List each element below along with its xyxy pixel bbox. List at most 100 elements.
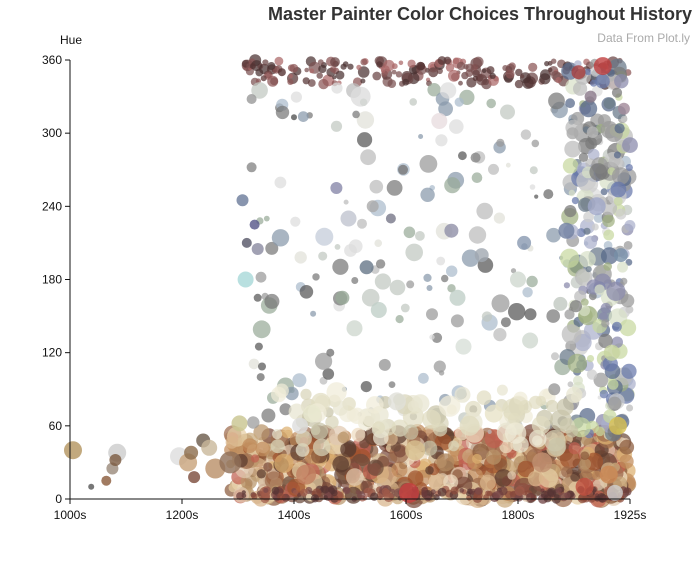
data-point xyxy=(539,73,551,85)
data-point xyxy=(260,75,267,82)
data-point xyxy=(529,184,536,190)
data-point xyxy=(312,273,320,281)
data-point xyxy=(330,120,343,132)
data-point xyxy=(598,333,613,349)
data-point xyxy=(219,451,242,474)
data-point xyxy=(418,372,429,384)
data-point xyxy=(556,398,574,416)
y-tick-label: 360 xyxy=(42,53,62,67)
data-point xyxy=(279,403,292,416)
data-point xyxy=(500,317,511,328)
data-point xyxy=(287,78,294,85)
data-point xyxy=(482,78,490,86)
data-point xyxy=(386,180,403,196)
data-point xyxy=(456,61,466,71)
data-point xyxy=(415,231,425,241)
x-tick-label: 1000s xyxy=(54,508,87,522)
data-point xyxy=(587,148,600,161)
data-point xyxy=(331,82,343,94)
data-point xyxy=(437,56,447,65)
data-point xyxy=(236,492,244,500)
data-point xyxy=(423,273,432,282)
data-point xyxy=(315,227,334,246)
data-point xyxy=(403,424,419,440)
data-point xyxy=(484,404,503,423)
data-point xyxy=(454,386,471,403)
data-point xyxy=(448,69,460,82)
data-point xyxy=(474,248,489,263)
data-point xyxy=(608,416,627,435)
data-point xyxy=(472,75,478,81)
data-point xyxy=(571,197,580,205)
data-point xyxy=(407,400,419,412)
data-point xyxy=(505,162,511,168)
data-point xyxy=(540,490,549,499)
data-point xyxy=(613,151,621,159)
data-point xyxy=(455,338,472,355)
data-point xyxy=(563,282,571,289)
data-point xyxy=(447,284,456,293)
data-point xyxy=(593,372,609,388)
data-point xyxy=(531,415,551,435)
data-point xyxy=(426,285,433,291)
data-point xyxy=(600,302,612,314)
data-point xyxy=(387,79,397,88)
data-point xyxy=(603,262,612,271)
data-point xyxy=(292,373,307,388)
data-point xyxy=(517,460,534,478)
data-point xyxy=(231,415,248,432)
data-point xyxy=(378,358,391,371)
data-point xyxy=(570,471,580,482)
x-tick-label: 1400s xyxy=(278,508,311,522)
data-point xyxy=(505,69,515,79)
data-point xyxy=(524,308,537,321)
data-point xyxy=(417,62,426,71)
data-point xyxy=(289,63,299,73)
data-point xyxy=(522,287,533,298)
data-point xyxy=(246,162,257,173)
data-point xyxy=(600,247,619,265)
data-point xyxy=(580,451,590,461)
data-point xyxy=(502,65,509,71)
data-point xyxy=(583,235,598,249)
data-point xyxy=(299,488,308,497)
data-point xyxy=(356,64,362,70)
data-point xyxy=(389,279,406,296)
data-point xyxy=(535,395,546,407)
data-point xyxy=(614,123,625,134)
data-point xyxy=(399,482,419,503)
y-tick-label: 240 xyxy=(42,199,62,213)
data-point xyxy=(614,74,629,89)
data-point xyxy=(613,248,628,263)
data-point xyxy=(274,176,287,189)
data-point xyxy=(529,166,538,175)
data-point xyxy=(318,64,327,74)
data-point xyxy=(318,78,329,90)
data-point xyxy=(340,63,347,70)
data-point xyxy=(376,61,383,68)
data-point xyxy=(255,271,267,283)
data-point xyxy=(476,390,492,406)
data-point xyxy=(594,284,605,295)
data-point xyxy=(510,268,517,274)
data-point xyxy=(566,386,583,404)
data-point xyxy=(527,470,544,487)
data-point xyxy=(344,487,350,494)
data-point xyxy=(458,80,463,86)
data-point xyxy=(403,226,416,239)
data-point xyxy=(366,200,379,213)
data-point xyxy=(437,487,447,497)
y-tick-label: 120 xyxy=(42,346,62,360)
data-point xyxy=(593,57,612,76)
data-point xyxy=(359,438,370,449)
data-point xyxy=(422,440,438,456)
data-point xyxy=(300,388,312,400)
data-point xyxy=(567,381,574,388)
data-point xyxy=(247,416,260,429)
data-point xyxy=(601,319,610,328)
data-point xyxy=(361,288,380,307)
data-point xyxy=(586,126,599,138)
chart-title: Master Painter Color Choices Throughout … xyxy=(267,4,692,24)
